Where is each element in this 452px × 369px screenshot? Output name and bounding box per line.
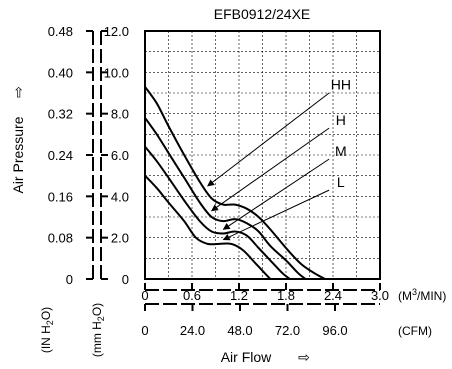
leader-l — [222, 189, 330, 241]
curve-l — [144, 174, 272, 280]
x-tick-label-cfm: 72.0 — [275, 323, 300, 338]
y-ticks-mm: 12.0 10.0 8.0 6.0 4.0 2.0 0 — [101, 24, 129, 287]
x-tick-label-m3: 3.0 — [371, 288, 389, 303]
unit-m3-label: (M3/MIN) — [398, 287, 446, 303]
x-tick-label-m3: 0.6 — [183, 288, 201, 303]
grid-lines — [145, 31, 380, 279]
series-curves — [144, 86, 326, 280]
y-tick-label-mm: 8.0 — [111, 107, 129, 122]
curve-h — [144, 117, 307, 280]
y-tick-label-mm: 4.0 — [111, 189, 129, 204]
series-leaders — [207, 92, 330, 241]
y-tick-label-mm: 10.0 — [104, 65, 129, 80]
y-tick-label-mm: 0 — [122, 272, 129, 287]
x-tick-label-m3: 1.2 — [230, 288, 248, 303]
series-label-hh: HH — [331, 77, 351, 93]
y-tick-label-in: 0 — [66, 272, 73, 287]
y-axis-arrow-icon: ⇨ — [10, 86, 26, 98]
y-tick-label-in: 0.40 — [48, 65, 73, 80]
curve-m — [144, 146, 291, 280]
plot-frame — [144, 30, 381, 280]
y-tick-label-in: 0.48 — [48, 24, 73, 39]
unit-in-h2o-label: (IN H2O) — [39, 307, 55, 353]
unit-mm-h2o-label: (mm H2O) — [90, 303, 106, 357]
y-tick-label-mm: 2.0 — [111, 231, 129, 246]
x-ticks-cfm: 0 24.0 48.0 72.0 96.0 — [141, 304, 348, 338]
x-tick-label-cfm: 96.0 — [322, 323, 347, 338]
x-tick-label-m3: 1.8 — [277, 288, 295, 303]
y-tick-label-in: 0.32 — [48, 107, 73, 122]
y-tick-label-mm: 6.0 — [111, 148, 129, 163]
chart-title: EFB0912/24XE — [214, 6, 311, 22]
x-tick-label-m3: 0 — [141, 288, 148, 303]
y-ticks-in: 0.48 0.40 0.32 0.24 0.16 0.08 0 — [48, 24, 93, 287]
y-tick-label-in: 0.16 — [48, 189, 73, 204]
x-tick-label-cfm: 48.0 — [227, 323, 252, 338]
x-axis-arrow-icon: ⇨ — [298, 349, 310, 365]
leader-h — [211, 127, 330, 212]
leader-m — [222, 158, 330, 230]
series-label-l: L — [337, 174, 345, 190]
series-label-h: H — [336, 112, 346, 128]
y-axis-label: Air Pressure — [10, 116, 26, 193]
x-axis-label: Air Flow — [221, 349, 272, 365]
x-tick-label-cfm: 24.0 — [180, 323, 205, 338]
y-tick-label-mm: 12.0 — [104, 24, 129, 39]
leader-hh — [207, 92, 330, 187]
x-tick-label-m3: 2.4 — [324, 288, 342, 303]
curve-hh — [144, 86, 326, 280]
y-tick-label-in: 0.08 — [48, 231, 73, 246]
x-ticks-m3: 0 0.6 1.2 1.8 2.4 3.0 — [141, 283, 389, 303]
y-tick-label-in: 0.24 — [48, 148, 73, 163]
series-label-m: M — [335, 143, 347, 159]
x-tick-label-cfm: 0 — [141, 323, 148, 338]
unit-cfm-label: (CFM) — [398, 324, 432, 338]
